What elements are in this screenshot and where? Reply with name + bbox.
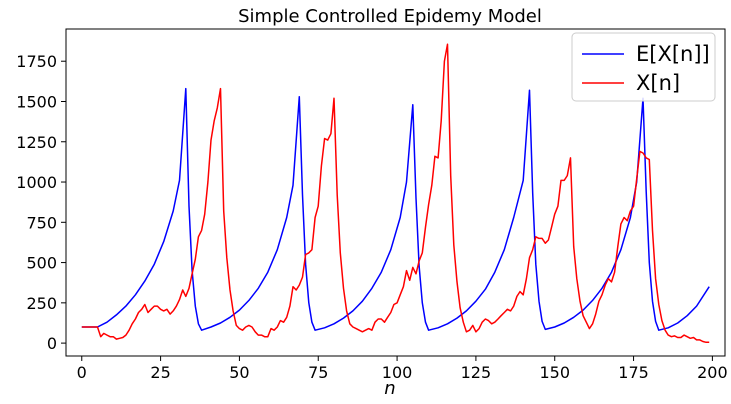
x-tick-label: 125 — [461, 363, 492, 382]
y-tick-label: 1250 — [16, 133, 57, 152]
x-tick-label: 100 — [382, 363, 413, 382]
series-line-observed — [81, 43, 710, 344]
series-line-expected — [81, 87, 710, 331]
x-tick-label: 175 — [618, 363, 649, 382]
x-tick-label: 0 — [77, 363, 87, 382]
y-tick-label: 500 — [26, 254, 57, 273]
chart-title: Simple Controlled Epidemy Model — [238, 6, 542, 27]
legend: E[X[n]] X[n] — [571, 32, 716, 102]
y-tick-label: 750 — [26, 213, 57, 232]
y-tick-label: 0 — [47, 334, 57, 353]
legend-label-expected: E[X[n]] — [636, 42, 710, 66]
y-tick-label: 1500 — [16, 92, 57, 111]
plot-frame — [65, 28, 726, 357]
x-tick-label: 75 — [308, 363, 328, 382]
y-tick-label: 1000 — [16, 173, 57, 192]
x-tick-label: 150 — [539, 363, 570, 382]
x-tick-label: 25 — [150, 363, 170, 382]
axes-ticks: 0 25 50 75 100 125 150 175 200 0 250 500 750 1000 1250… — [16, 52, 727, 382]
y-tick-label: 250 — [26, 294, 57, 313]
x-tick-label: 50 — [229, 363, 249, 382]
plot-area — [81, 43, 710, 344]
legend-frame — [571, 32, 716, 102]
legend-label-observed: X[n] — [636, 71, 680, 95]
x-axis-label: n — [384, 378, 395, 399]
x-tick-label: 200 — [697, 363, 728, 382]
y-tick-label: 1750 — [16, 52, 57, 71]
